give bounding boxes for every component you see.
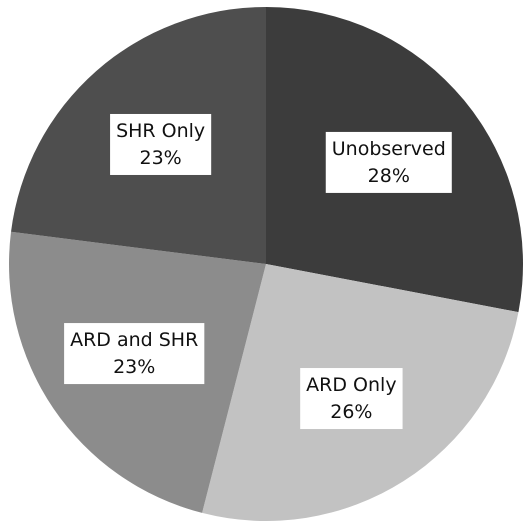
category-label: Unobserved [332, 138, 446, 160]
slice-label: ARD Only 26% [300, 368, 402, 429]
slice-label: Unobserved 28% [326, 132, 452, 193]
slice-label: ARD and SHR 23% [64, 323, 204, 384]
value-label: 23% [140, 147, 182, 169]
category-label: ARD and SHR [70, 329, 198, 351]
category-label: SHR Only [116, 120, 205, 142]
value-label: 26% [330, 401, 372, 423]
chart: Unobserved28%ARD Only26%ARD and SHR23%SH… [0, 0, 523, 522]
value-label: 28% [368, 165, 410, 187]
slice-label: SHR Only 23% [110, 114, 211, 175]
value-label: 23% [113, 356, 155, 378]
category-label: ARD Only [306, 374, 396, 396]
